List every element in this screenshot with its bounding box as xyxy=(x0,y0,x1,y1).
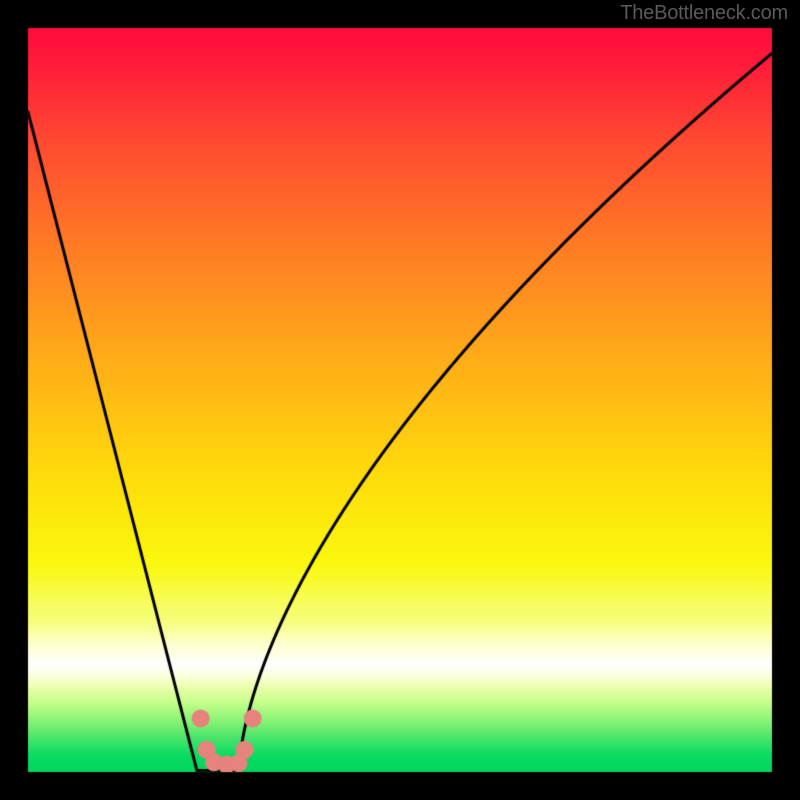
chart-container: TheBottleneck.com xyxy=(0,0,800,800)
watermark-text: TheBottleneck.com xyxy=(620,2,788,25)
gradient-background xyxy=(0,0,800,800)
